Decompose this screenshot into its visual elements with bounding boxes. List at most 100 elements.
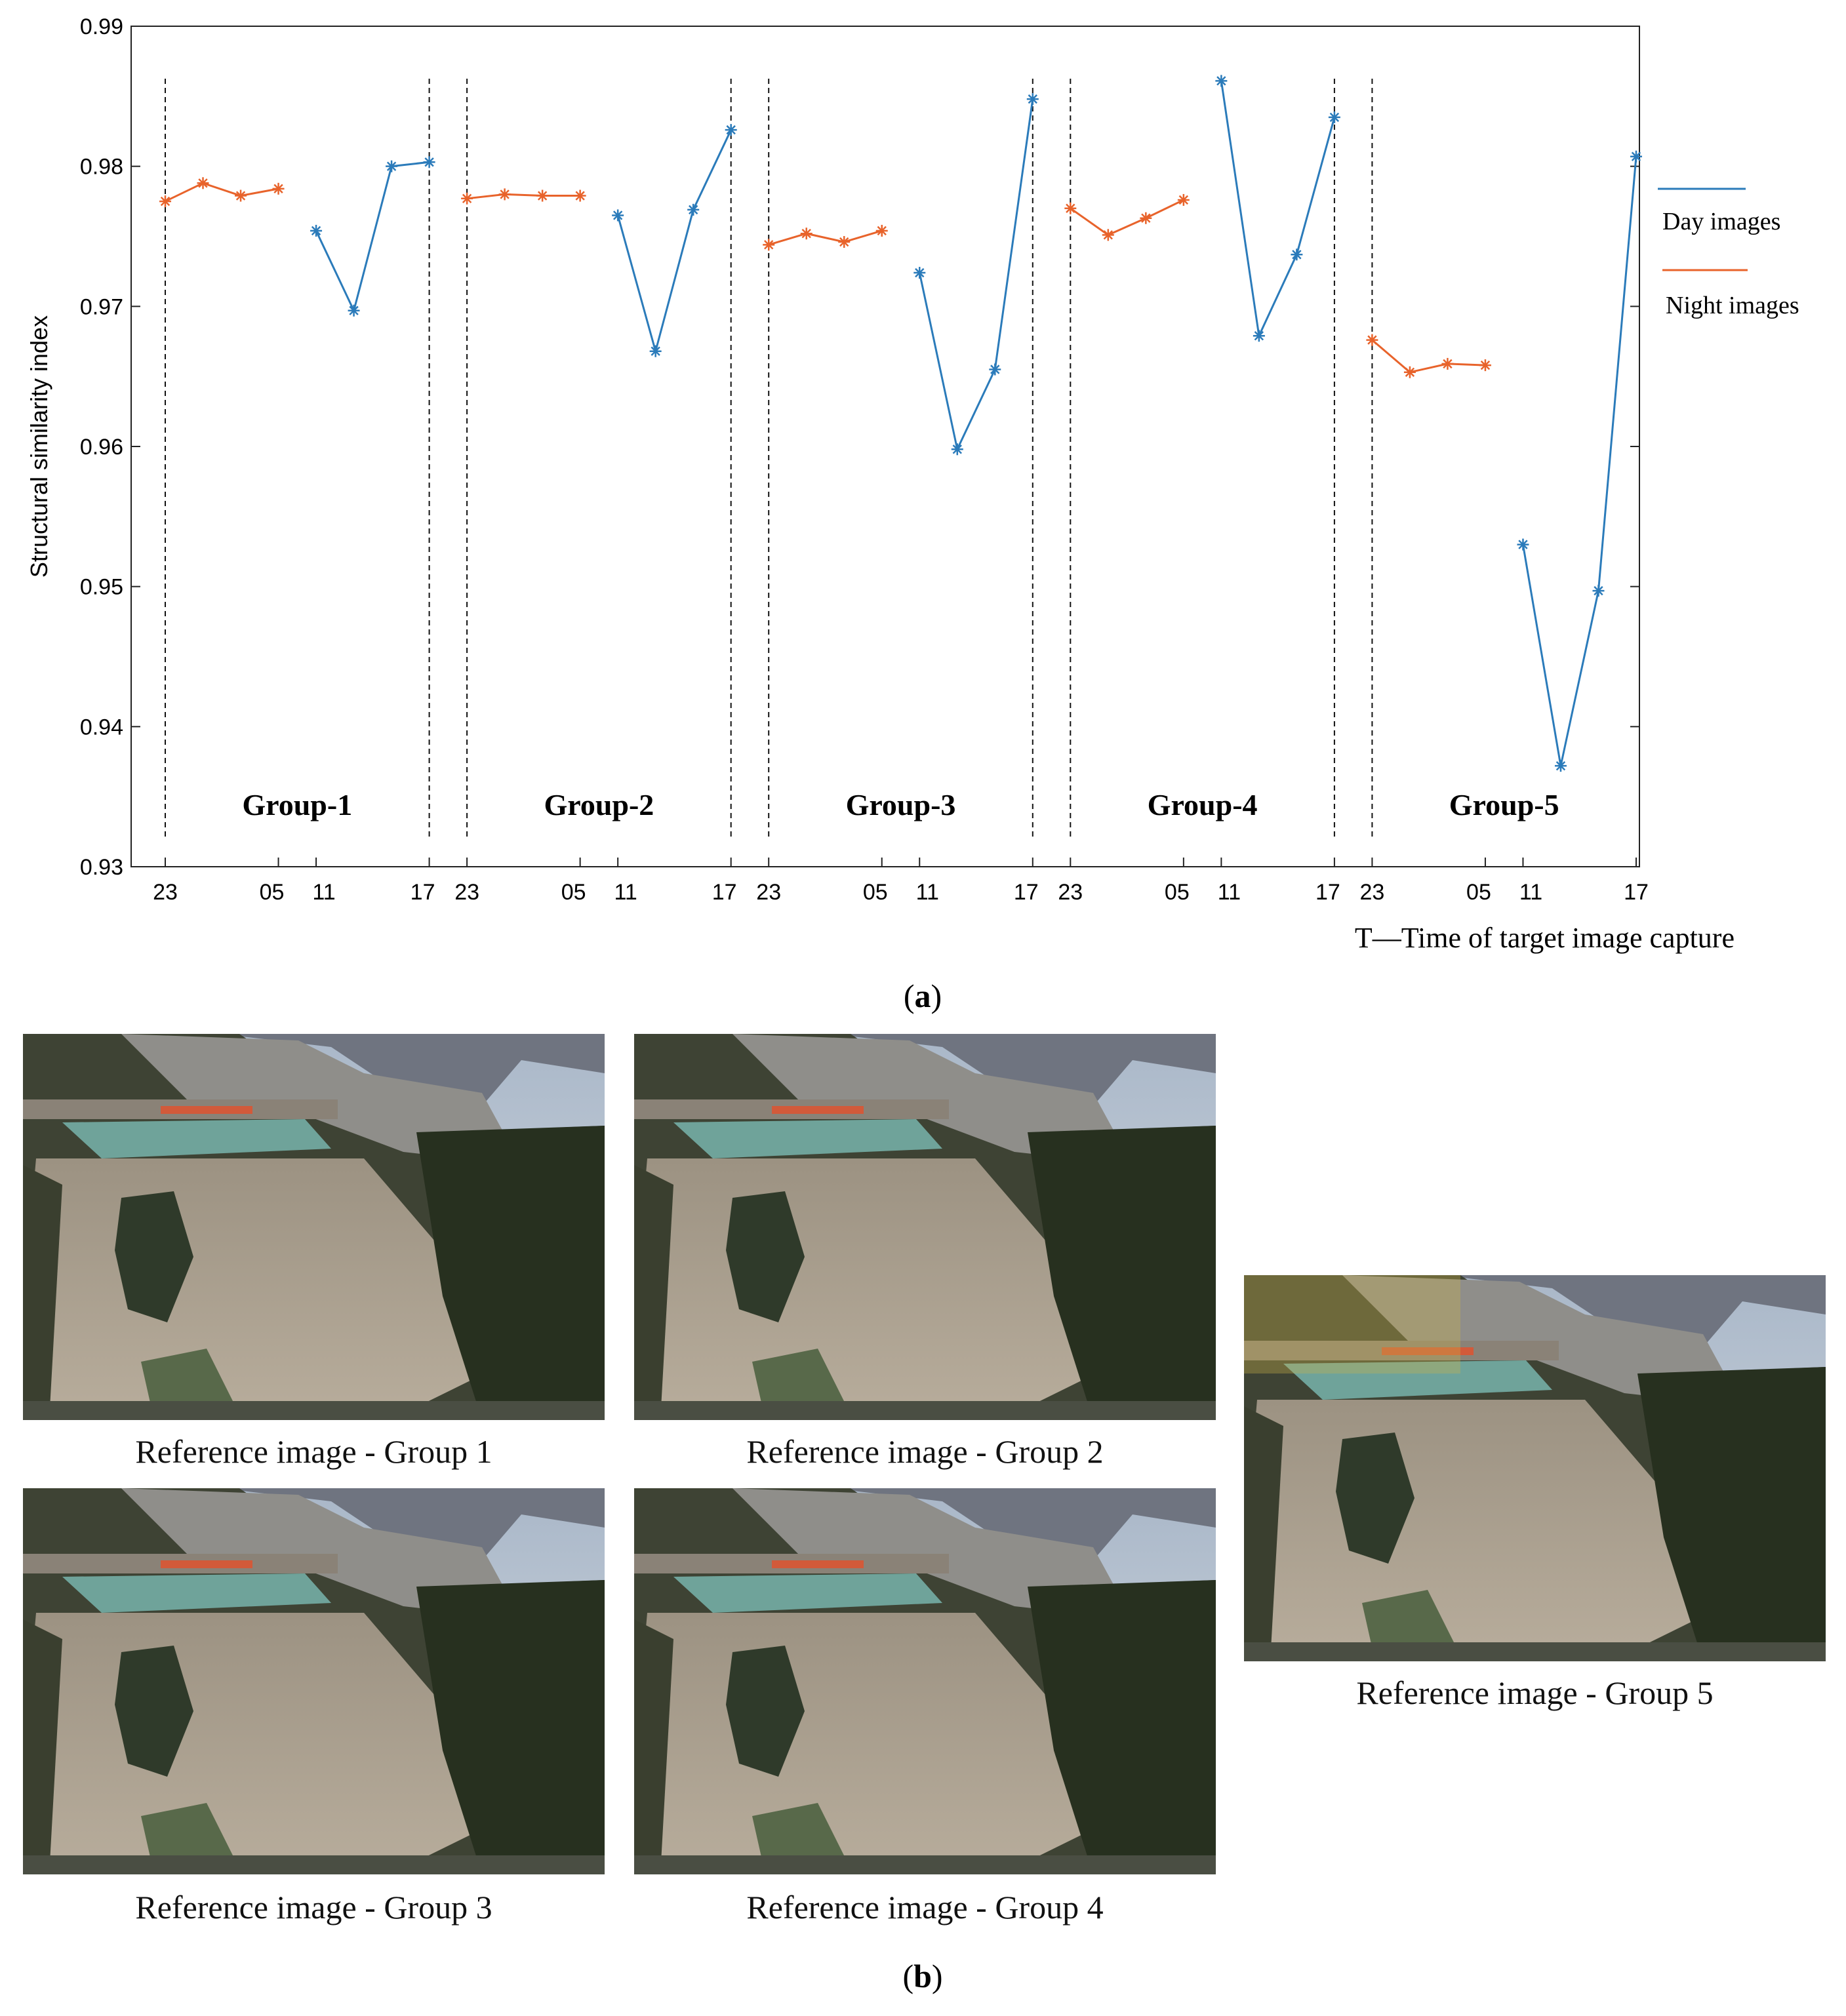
- photo-caption-group-3: Reference image - Group 3: [135, 1889, 492, 1926]
- reference-photo-group-3: [23, 1488, 605, 1874]
- y-tick-label: 0.93: [80, 855, 123, 880]
- reference-photo-group-4: [634, 1488, 1216, 1874]
- data-point-marker: [1102, 229, 1114, 241]
- x-tick-label: 11: [1519, 880, 1542, 905]
- data-point-marker: [1403, 366, 1416, 378]
- data-point-marker: [612, 209, 624, 222]
- data-point-marker: [1253, 330, 1265, 342]
- group-label: Group-3: [846, 788, 956, 821]
- series-night-images: [159, 177, 1491, 378]
- y-tick-label: 0.94: [80, 715, 123, 740]
- data-point-marker: [1328, 111, 1340, 123]
- y-tick-label: 0.97: [80, 294, 123, 319]
- data-point-marker: [875, 224, 888, 237]
- data-point-marker: [461, 192, 473, 205]
- x-tick-label: 23: [454, 880, 479, 905]
- x-tick-label: 17: [1624, 880, 1649, 905]
- x-tick-label: 05: [260, 880, 285, 905]
- data-point-marker: [1441, 357, 1454, 370]
- series-line: [1220, 81, 1336, 340]
- data-point-marker: [1592, 585, 1605, 597]
- x-tick-label: 23: [1359, 880, 1384, 905]
- data-point-marker: [348, 304, 360, 317]
- photo-caption-group-5: Reference image - Group 5: [1356, 1674, 1714, 1711]
- data-point-marker: [1026, 93, 1039, 106]
- series-line: [616, 129, 732, 355]
- data-point-marker: [1140, 212, 1152, 224]
- legend-night-label: Night images: [1666, 292, 1799, 319]
- x-tick-label: 17: [411, 880, 435, 905]
- x-tick-label: 05: [863, 880, 888, 905]
- data-point-marker: [1479, 359, 1491, 372]
- x-tick-label: 11: [312, 880, 335, 905]
- x-axis-label: T—Time of target image capture: [1355, 922, 1735, 954]
- x-tick-label: 11: [916, 880, 939, 905]
- data-point-marker: [386, 160, 398, 172]
- x-tick-label: 17: [1014, 880, 1039, 905]
- x-tick-label: 05: [1165, 880, 1190, 905]
- x-tick-label: 17: [712, 880, 737, 905]
- x-tick-label: 05: [1466, 880, 1491, 905]
- group-label: Group-5: [1449, 788, 1559, 821]
- data-point-marker: [159, 195, 171, 208]
- data-point-marker: [1517, 538, 1529, 551]
- ssim-line-chart: 0.930.940.950.960.970.980.99 23 05 11 17 23 0…: [26, 14, 1799, 954]
- y-axis-ticks: 0.93 0.94 0.95 0.96 0.97 0.98 0.99: [80, 14, 1639, 880]
- data-point-marker: [235, 189, 247, 202]
- landslide-scene: [634, 1488, 1216, 1874]
- series-line: [1070, 199, 1184, 237]
- group-label: Group-1: [242, 788, 352, 821]
- data-point-marker: [649, 345, 662, 357]
- caption-a-letter: a: [914, 978, 931, 1014]
- data-point-marker: [498, 188, 511, 201]
- data-point-marker: [1215, 75, 1228, 87]
- series-line: [1521, 156, 1637, 766]
- series-layer: [159, 75, 1642, 772]
- series-day-images: [310, 75, 1642, 772]
- series-line: [768, 229, 883, 246]
- landslide-scene-warm: [1244, 1275, 1826, 1661]
- data-point-marker: [1064, 202, 1077, 214]
- x-tick-label: 23: [153, 880, 178, 905]
- legend-day-label: Day images: [1662, 208, 1780, 235]
- data-point-marker: [1554, 760, 1567, 772]
- group-separators: [165, 79, 1373, 840]
- reference-photo-group-1: [23, 1034, 605, 1420]
- legend: Day images Night images: [1658, 188, 1799, 319]
- reference-photo-group-5: [1244, 1275, 1826, 1661]
- photo-caption-group-2: Reference image - Group 2: [746, 1433, 1104, 1470]
- landslide-scene: [23, 1034, 605, 1420]
- landslide-scene: [634, 1034, 1216, 1420]
- data-point-marker: [1291, 248, 1303, 261]
- data-point-marker: [1177, 193, 1190, 206]
- y-tick-label: 0.96: [80, 435, 123, 460]
- x-axis-ticks: 23 05 11 17 23 05 11 17 23 05 11 17 23 05 11 17 23 05 11 17: [153, 858, 1649, 905]
- data-point-marker: [574, 189, 586, 202]
- data-point-marker: [272, 182, 285, 195]
- group-labels: Group-1 Group-2 Group-3 Group-4 Group-5: [242, 788, 1559, 821]
- photo-caption-group-1: Reference image - Group 1: [135, 1433, 492, 1470]
- data-point-marker: [536, 189, 549, 202]
- caption-a: (a): [903, 978, 942, 1014]
- x-tick-label: 23: [1058, 880, 1083, 905]
- series-line: [315, 161, 430, 314]
- data-point-marker: [197, 177, 209, 189]
- data-point-marker: [951, 443, 963, 456]
- reference-photo-group-2: [634, 1034, 1216, 1420]
- x-tick-label: 05: [561, 880, 586, 905]
- series-line: [466, 193, 580, 200]
- data-point-marker: [1366, 334, 1378, 346]
- data-point-marker: [687, 203, 700, 216]
- x-tick-label: 11: [1218, 880, 1241, 905]
- plot-area: [130, 26, 1640, 867]
- y-tick-label: 0.99: [80, 14, 123, 39]
- series-line: [165, 182, 279, 203]
- y-tick-label: 0.95: [80, 575, 123, 600]
- y-tick-label: 0.98: [80, 155, 123, 180]
- y-axis-label: Structural similarity index: [26, 315, 52, 578]
- x-tick-label: 17: [1315, 880, 1340, 905]
- data-point-marker: [1630, 150, 1642, 163]
- data-point-marker: [913, 267, 926, 279]
- data-point-marker: [725, 124, 737, 136]
